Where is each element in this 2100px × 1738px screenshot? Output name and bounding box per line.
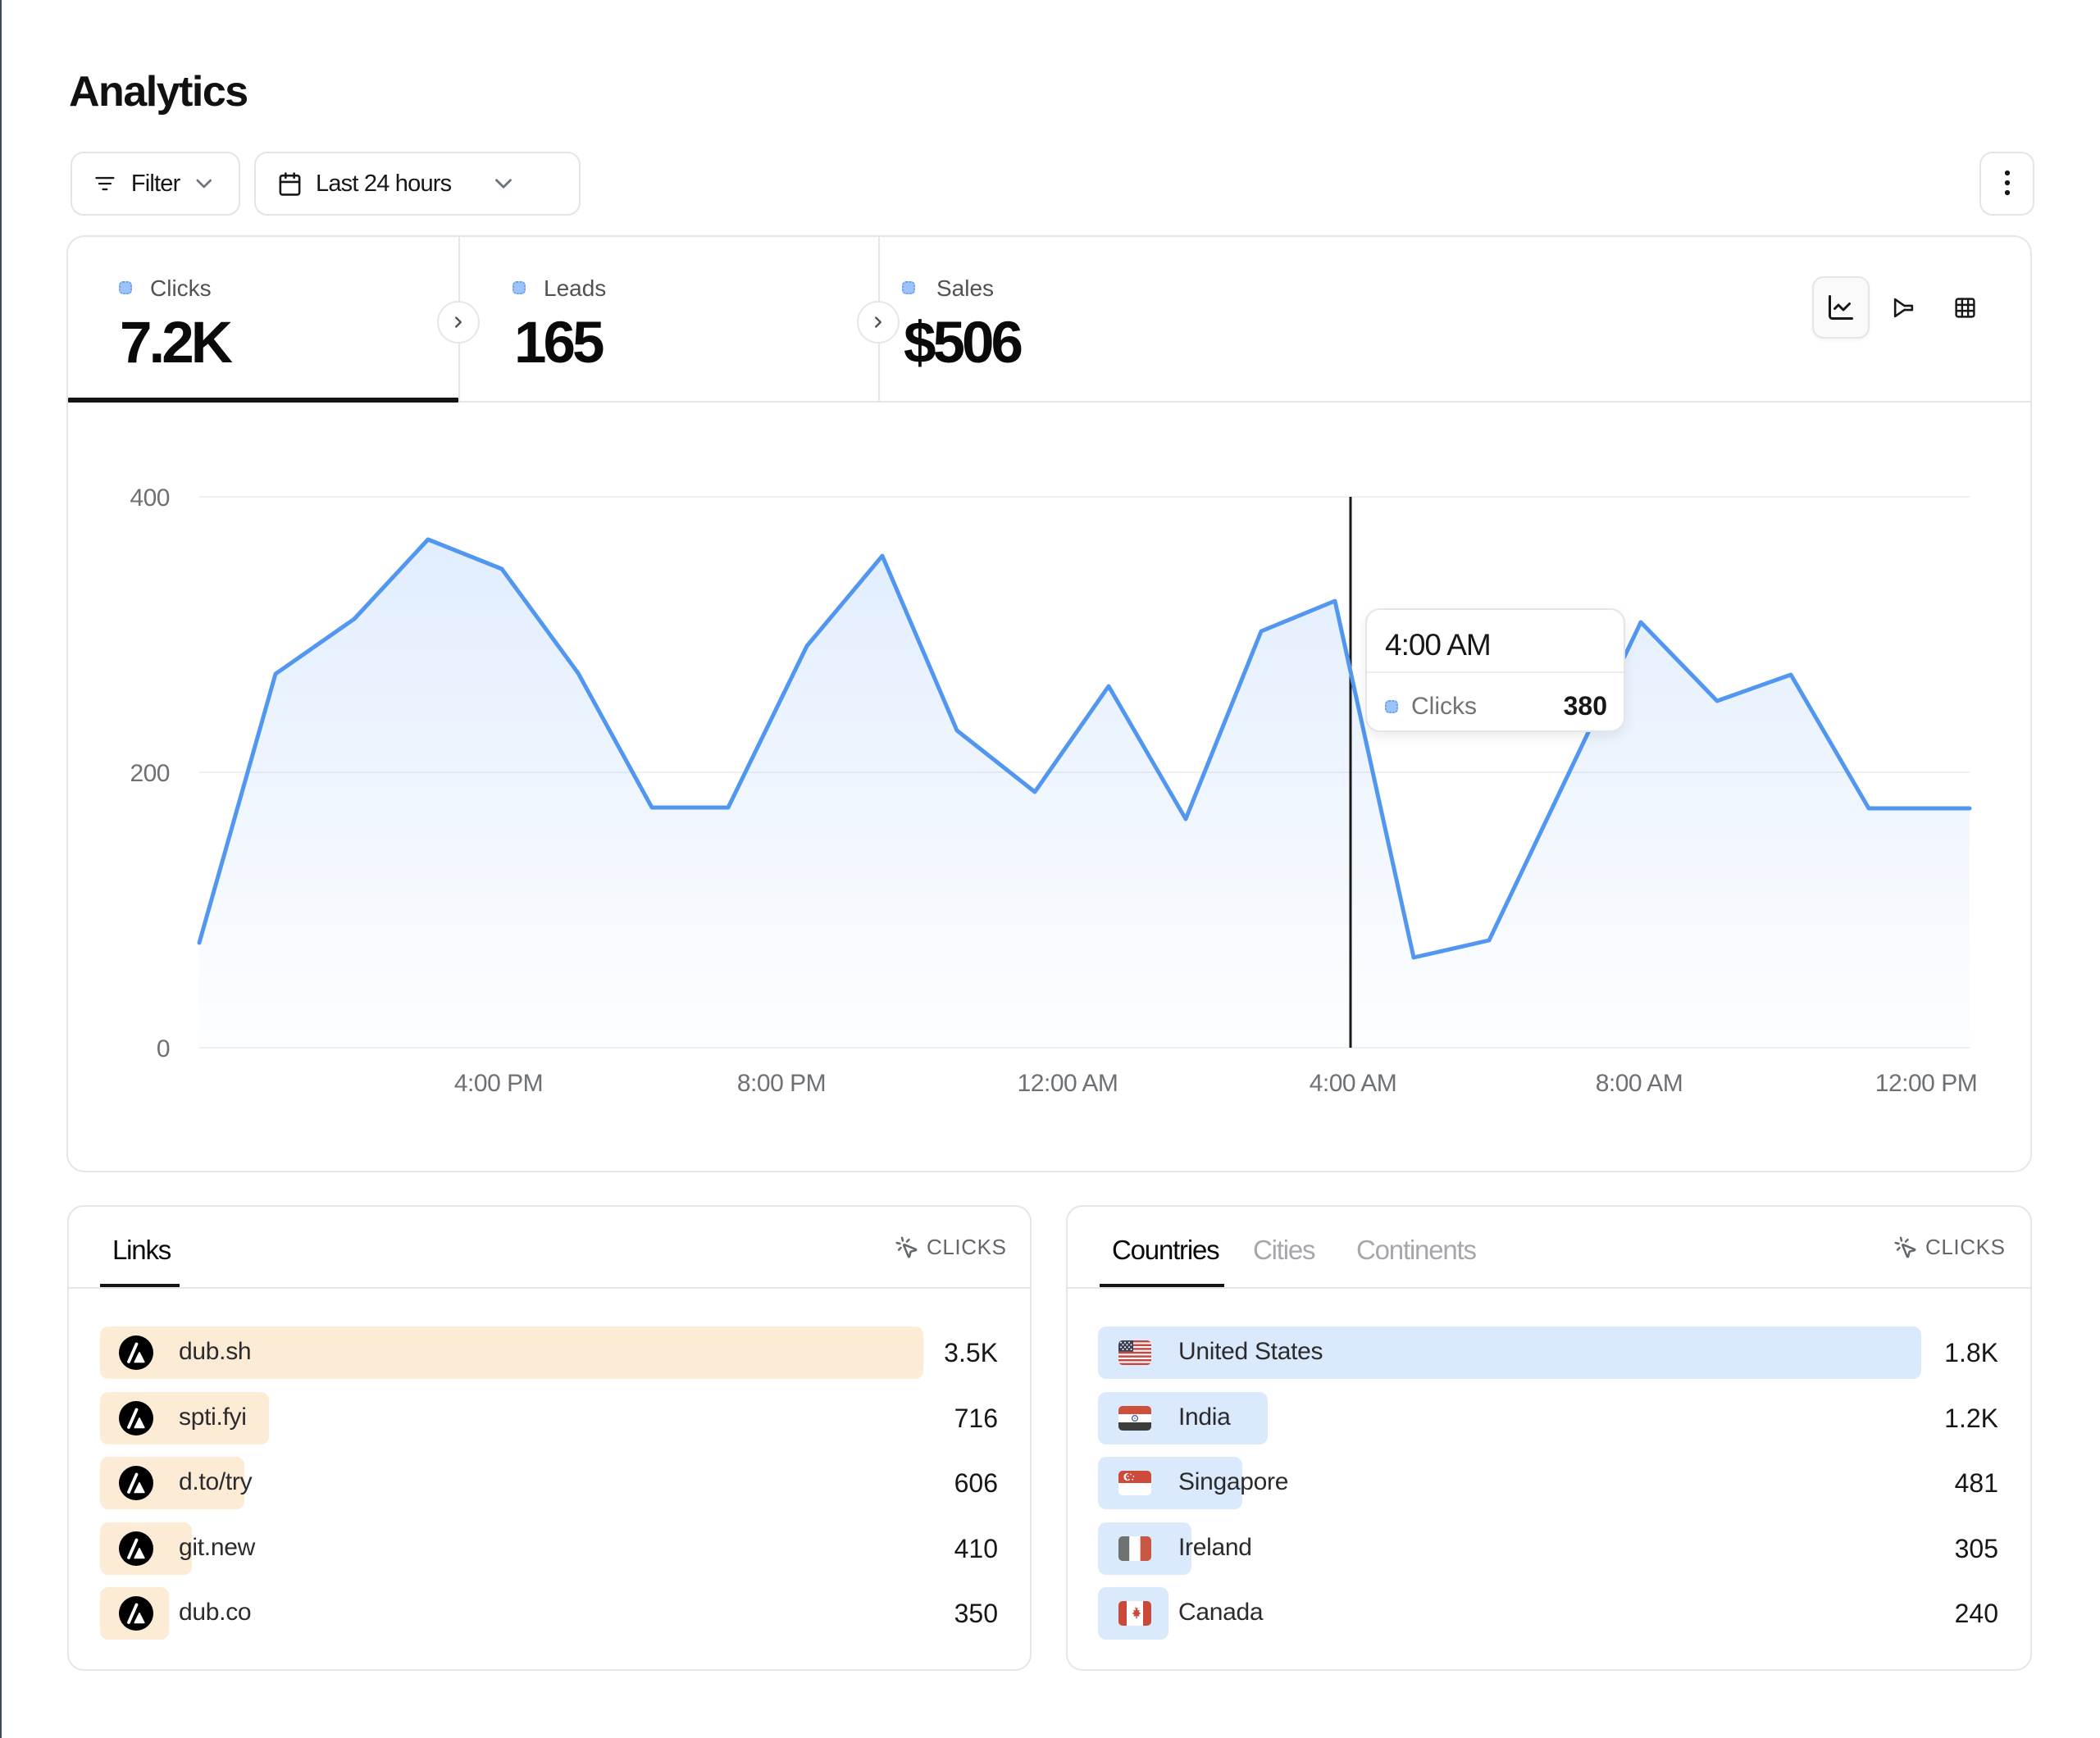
- svg-text:8:00 AM: 8:00 AM: [1596, 1070, 1683, 1097]
- svg-text:12:00 PM: 12:00 PM: [1875, 1070, 1977, 1097]
- svg-text:4:00 AM: 4:00 AM: [1310, 1070, 1397, 1097]
- svg-text:200: 200: [130, 760, 170, 787]
- svg-text:400: 400: [130, 485, 170, 512]
- svg-text:4:00 PM: 4:00 PM: [454, 1070, 543, 1097]
- svg-text:12:00 AM: 12:00 AM: [1018, 1070, 1118, 1097]
- svg-text:0: 0: [157, 1035, 170, 1062]
- svg-text:8:00 PM: 8:00 PM: [737, 1070, 826, 1097]
